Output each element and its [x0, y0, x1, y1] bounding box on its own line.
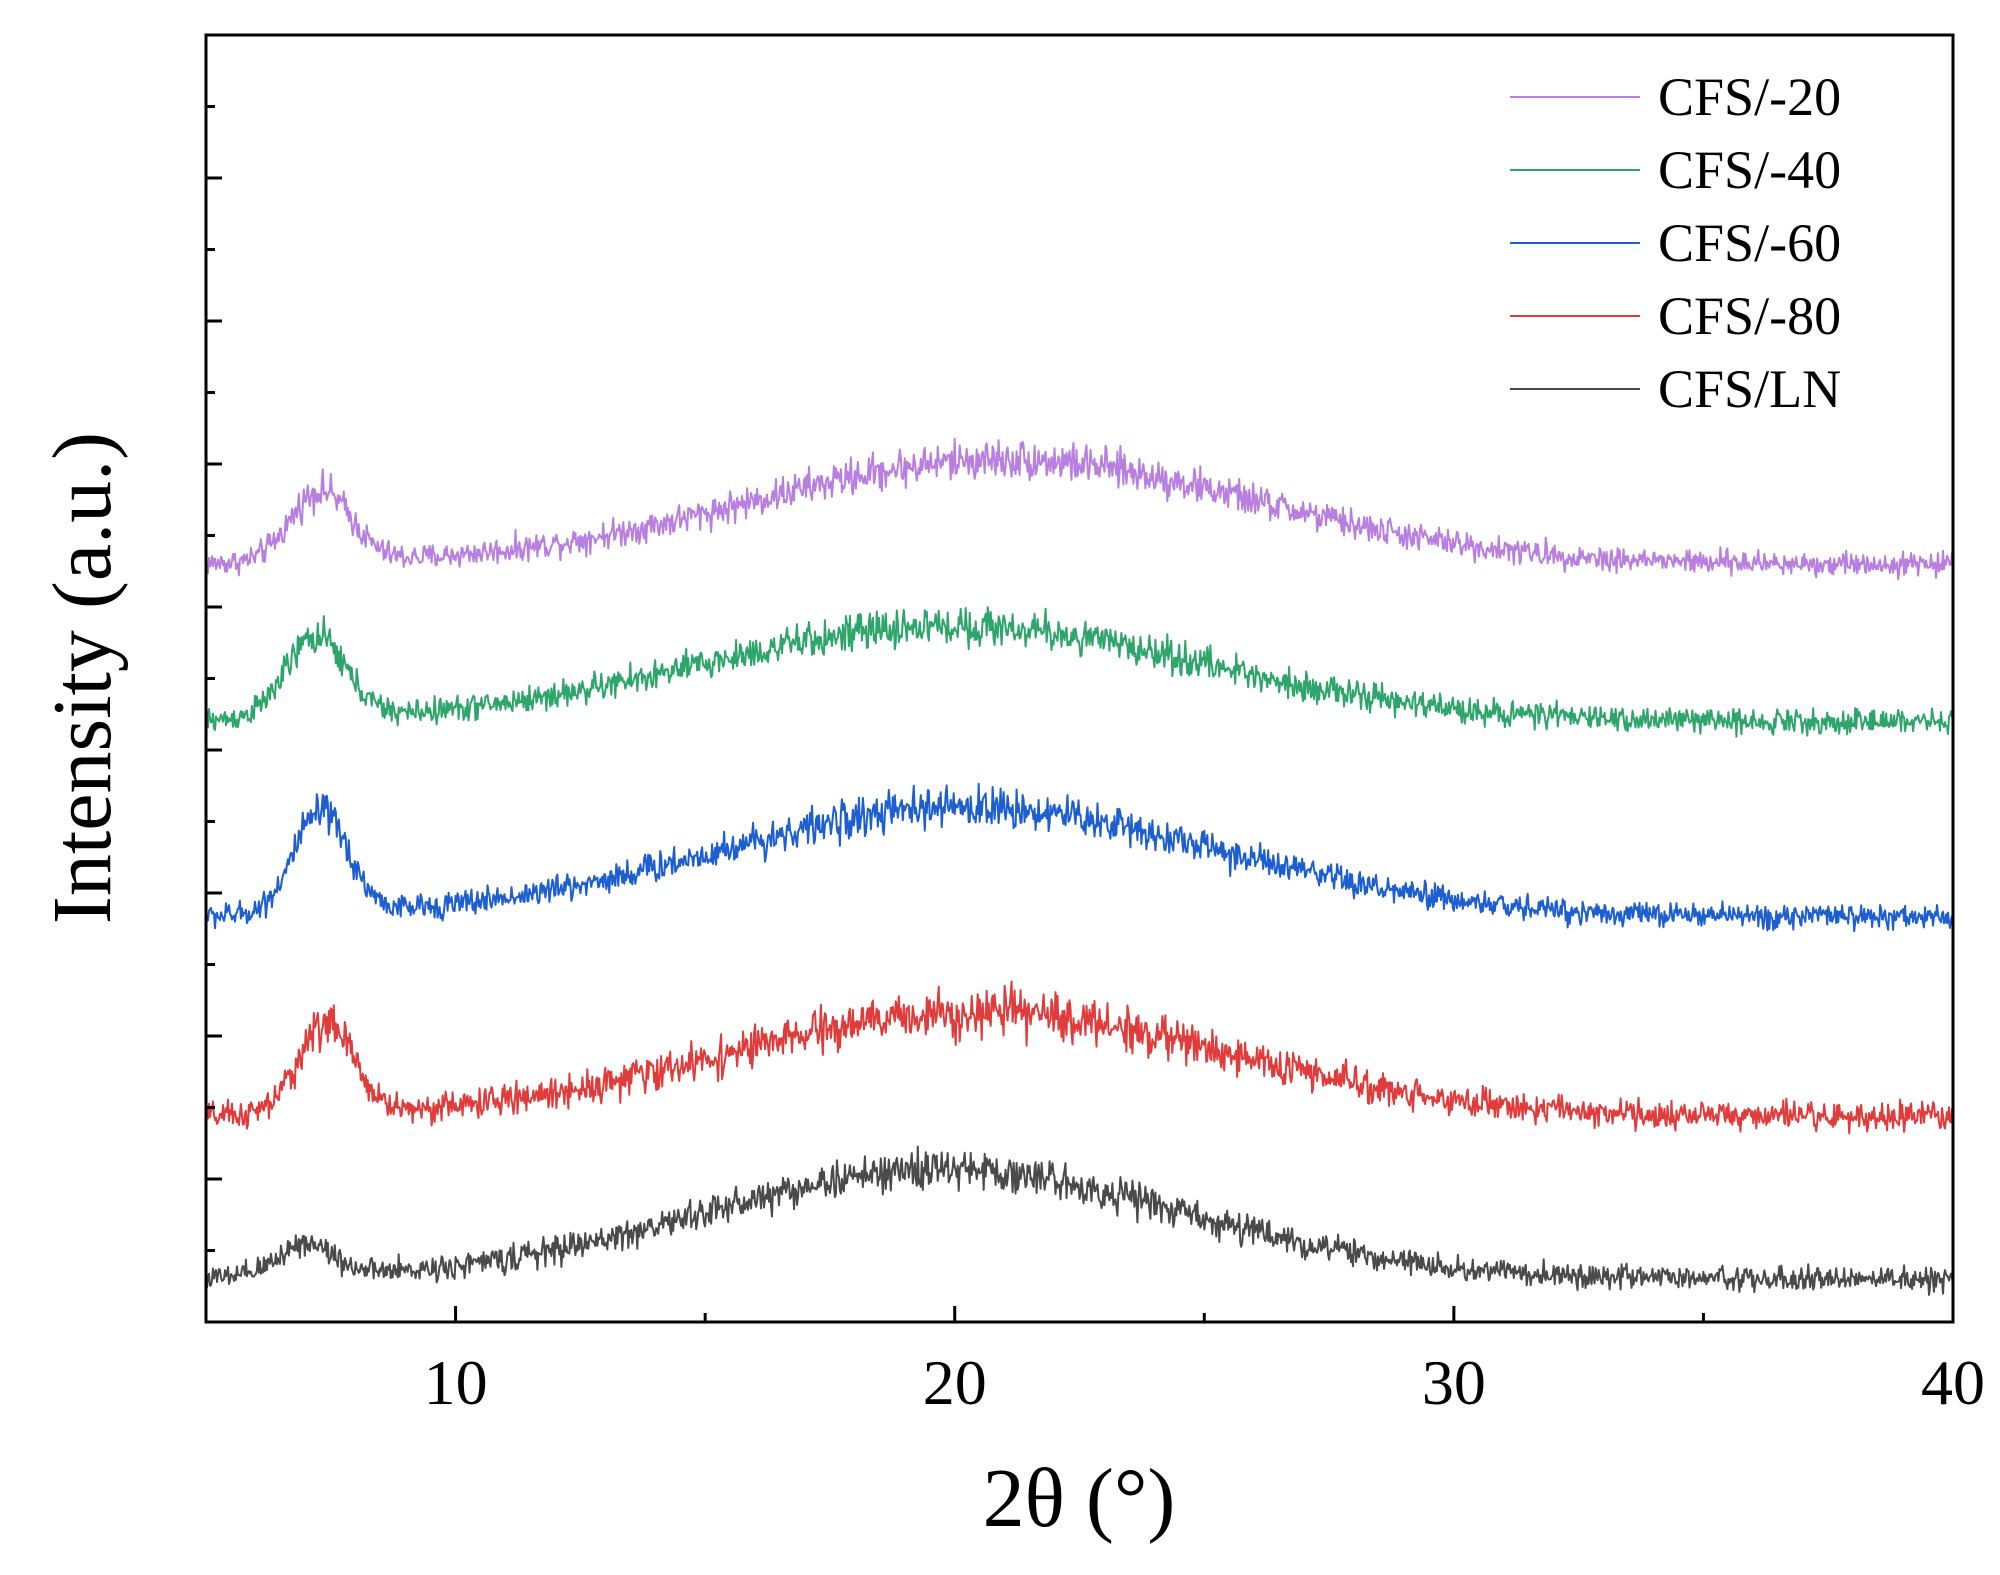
series-layer — [205, 437, 1954, 1296]
x-axis-ticks — [204, 1306, 1955, 1322]
x-tick-label: 20 — [923, 1347, 987, 1418]
x-axis-tick-labels: 10 20 30 40 — [424, 1347, 1985, 1418]
legend-label-cfs-ln: CFS/LN — [1658, 359, 1841, 419]
legend: CFS/-20 CFS/-40 CFS/-60 CFS/-80 CFS/LN — [1510, 67, 1841, 419]
series-line-cfs-80 — [205, 980, 1954, 1135]
series-line-cfs-ln — [205, 1145, 1954, 1296]
y-axis-ticks — [206, 105, 222, 1252]
legend-label-cfs-40: CFS/-40 — [1658, 140, 1841, 200]
legend-label-cfs-20: CFS/-20 — [1658, 67, 1841, 127]
legend-label-cfs-60: CFS/-60 — [1658, 213, 1841, 273]
y-axis-title: Intensity (a.u.) — [36, 432, 129, 924]
legend-label-cfs-80: CFS/-80 — [1658, 286, 1841, 346]
x-axis-title: 2θ (°) — [983, 1452, 1176, 1545]
x-tick-label: 40 — [1921, 1347, 1985, 1418]
x-tick-label: 30 — [1422, 1347, 1486, 1418]
series-line-cfs-40 — [205, 606, 1954, 738]
series-line-cfs-60 — [205, 782, 1954, 933]
series-line-cfs-20 — [205, 437, 1954, 581]
x-tick-label: 10 — [424, 1347, 488, 1418]
